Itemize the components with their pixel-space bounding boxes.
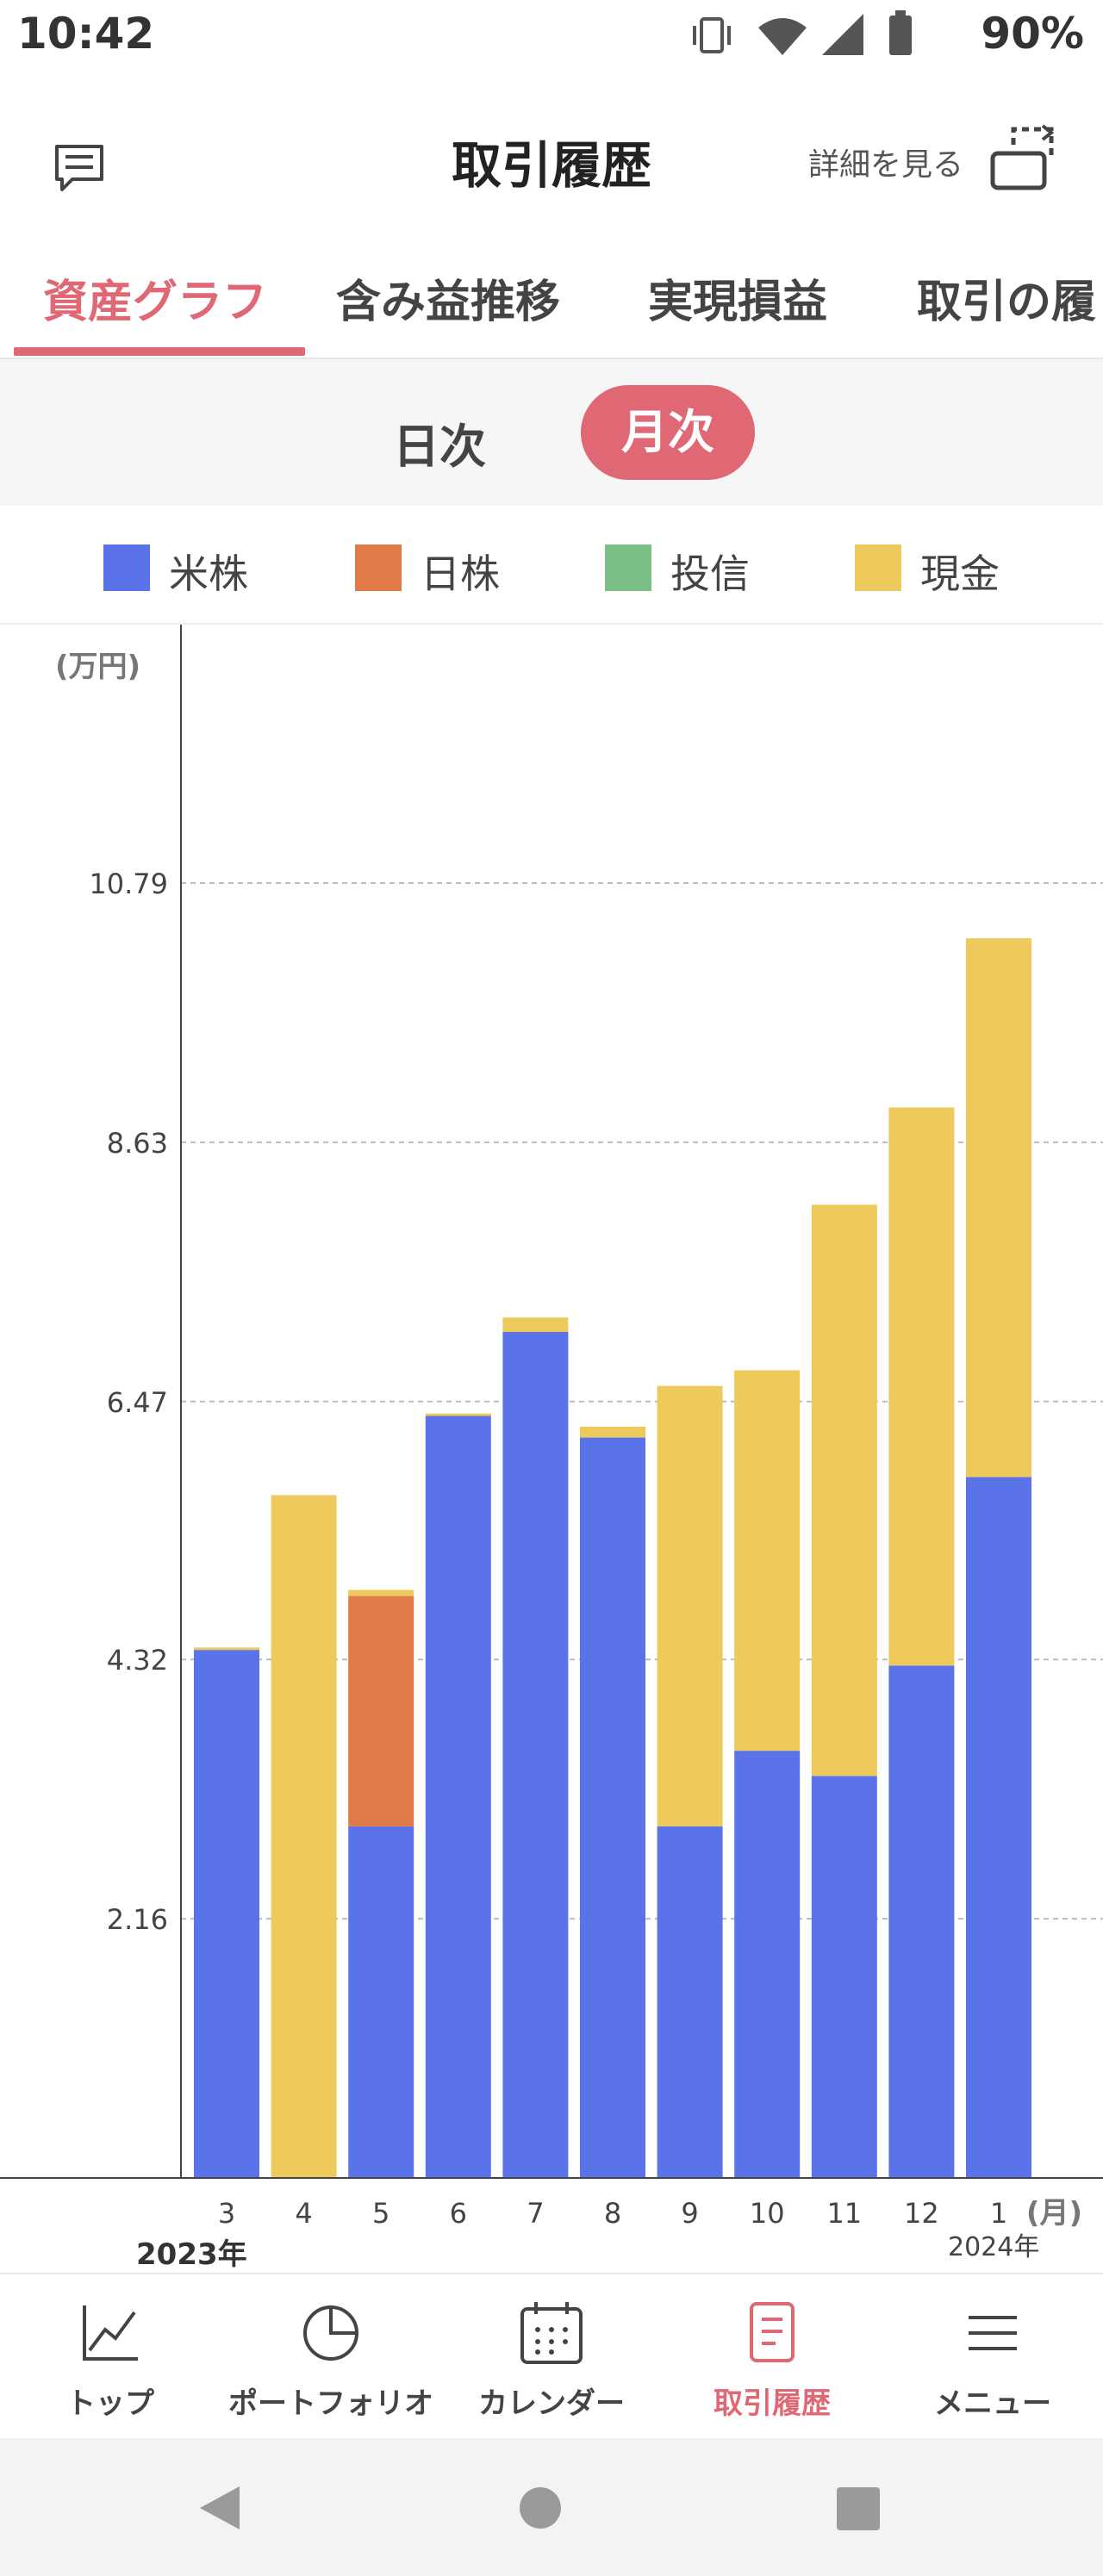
bar-segment [194,1647,259,1651]
x-tick-label: 10 [750,2197,785,2230]
bar-segment [888,1665,955,2178]
nav-label: ポートフォリオ [228,2386,433,2421]
legend-label: 日株 [421,551,500,597]
tab-realized-pnl[interactable]: 実現損益 [648,277,828,328]
legend-swatch [355,544,402,591]
page-title: 取引履歴 [451,136,651,195]
menu-icon [969,2316,1017,2350]
bar-segment [734,1751,801,2178]
status-time: 10:42 [17,9,155,59]
x-tick-label: 5 [372,2197,389,2230]
bar-segment [194,1650,259,2178]
bar-segment [425,1413,491,1416]
legend-swatch [605,544,651,591]
bar-segment [734,1370,801,1752]
x-tick-label: 6 [450,2197,467,2230]
chat-icon[interactable] [53,143,107,195]
document-icon [750,2302,795,2362]
nav-item-trade-history[interactable]: 取引履歴 [662,2274,882,2438]
nav-label: 取引履歴 [714,2386,831,2421]
bar-segment [657,1385,723,1826]
x-tick-label: 11 [826,2197,862,2230]
period-daily-button[interactable]: 日次 [393,420,486,474]
bar-segment [966,1477,1031,2178]
y-tick-label: 2.16 [107,1903,168,1936]
tab-unrealized-gain[interactable]: 含み益推移 [336,277,561,328]
x-tick-label: 3 [218,2197,235,2230]
tab-trade-history[interactable]: 取引の履 [917,277,1097,328]
bar-segment [580,1427,645,1438]
nav-item-menu[interactable]: メニュー [882,2274,1103,2438]
y-tick-label: 6.47 [107,1386,168,1419]
nav-item-top[interactable]: トップ [0,2274,221,2438]
legend-swatch [103,544,150,591]
x-tick-label: 12 [904,2197,939,2230]
status-bar: 10:42 90% [0,0,1103,73]
y-unit-label: (万円) [55,650,140,684]
recents-icon[interactable] [836,2486,881,2531]
bar-segment [888,1107,955,1666]
nav-item-calendar[interactable]: カレンダー [441,2274,662,2438]
rotate-screen-icon[interactable] [988,121,1062,195]
x-tick-label: 8 [604,2197,621,2230]
x-tick-label: 1 [990,2197,1007,2230]
nav-label: メニュー [934,2386,1051,2421]
back-icon[interactable] [196,2483,243,2533]
bar-segment [348,1826,414,2178]
signal-icon [822,14,863,55]
tab-asset-graph[interactable]: 資産グラフ [43,277,268,328]
legend-swatch [855,544,901,591]
wifi-icon [758,18,807,55]
line-chart-icon [83,2305,138,2361]
chart-area: (万円) 2.16 4.32 6.47 8.63 10.79 3 4 5 6 7 8 9 10 11 12 1 (… [0,625,1103,2272]
app-header: 取引履歴 詳細を見る [0,95,1103,224]
bar-segment [425,1416,491,2178]
tab-bar: 資産グラフ 含み益推移 実現損益 取引の履 [0,233,1103,359]
stacked-bar-chart: (万円) 2.16 4.32 6.47 8.63 10.79 3 4 5 6 7 8 9 10 11 12 1 (… [0,625,1103,2272]
bar-segment [811,1204,877,1776]
nav-label: カレンダー [478,2386,625,2421]
legend-label: 投信 [670,551,750,597]
bar-segment [348,1590,414,1596]
home-icon[interactable] [519,2486,562,2529]
bar-segment [502,1331,569,2178]
nav-item-portfolio[interactable]: ポートフォリオ [221,2274,441,2438]
vibrate-icon [693,17,731,53]
detail-link[interactable]: 詳細を見る [807,147,963,183]
battery-percentage: 90% [981,9,1084,59]
calendar-icon [520,2302,583,2364]
bar-segment [348,1596,414,1826]
bar-segment [966,938,1031,1478]
period-monthly-button[interactable]: 月次 [581,385,755,480]
bar-segment [502,1317,569,1332]
y-tick-label: 4.32 [107,1644,168,1677]
y-tick-label: 8.63 [107,1127,168,1160]
active-tab-indicator [14,347,305,356]
chart-legend: 米株 日株 投信 現金 [0,507,1103,625]
system-navigation-bar [0,2438,1103,2576]
legend-label: 米株 [169,551,248,597]
period-toggle: 日次 月次 [0,359,1103,506]
nav-label: トップ [66,2386,154,2421]
bar-segment [657,1826,723,2178]
year-label: 2023年 [136,2237,247,2270]
x-tick-label: 4 [295,2197,312,2230]
x-tick-label: 9 [681,2197,698,2230]
year-label: 2024年 [948,2232,1039,2262]
x-tick-label: 7 [527,2197,544,2230]
x-unit-label: (月) [1026,2196,1082,2231]
y-tick-label: 10.79 [89,868,168,900]
bar-segment [811,1776,877,2178]
bar-segment [271,1495,337,2178]
legend-label: 現金 [920,551,1000,597]
bottom-navigation: トップ ポートフォリオ カレンダー 取引履歴 メニュー [0,2273,1103,2438]
bar-segment [580,1437,645,2178]
battery-icon [889,10,912,55]
pie-chart-icon [303,2305,358,2361]
